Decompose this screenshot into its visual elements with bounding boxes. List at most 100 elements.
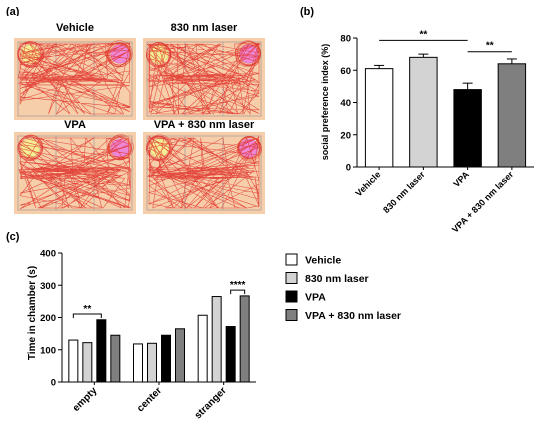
- arena-image-830nm: 830 nm laser: [143, 22, 265, 120]
- c-bar: [82, 342, 93, 383]
- stranger-cup-track: [106, 42, 132, 68]
- c-bar: [96, 319, 107, 383]
- c-bar: [110, 334, 121, 383]
- b-ylabel: social preference index (%): [320, 44, 330, 161]
- arena-title-vpa-laser: VPA + 830 nm laser: [154, 119, 255, 131]
- c-legend-label: 830 nm laser: [305, 273, 369, 285]
- empty-cup-track: [17, 42, 42, 67]
- movement-track: [17, 42, 132, 115]
- c-ylabel: Time in chamber (s): [27, 266, 38, 360]
- empty-cup-track: [146, 135, 171, 161]
- c-legend-label: VPA: [305, 292, 326, 304]
- empty-cup-track: [17, 136, 42, 161]
- empty-cup-track: [18, 41, 43, 67]
- panel-label-b: (b): [300, 6, 314, 18]
- empty-cup-track: [147, 43, 171, 67]
- empty-cup-track: [146, 42, 171, 67]
- b-bar: [409, 56, 438, 168]
- c-x-tick-label: center: [135, 385, 164, 414]
- c-bars: [68, 295, 250, 383]
- empty-cup-track: [18, 135, 44, 160]
- b-significance-label: **: [419, 29, 427, 40]
- c-significance-label: ****: [230, 280, 246, 291]
- b-x-tick-label: 830 nm laser: [381, 169, 427, 215]
- panel-b-chart: social preference index (%) 0 20 40 60 80 Ve…: [320, 29, 534, 235]
- panel-a-arena-images: Vehicle 830 nm laser VPA VPA + 830 nm la…: [4, 16, 286, 216]
- c-bar: [197, 314, 208, 383]
- empty-cup-icon: [149, 138, 169, 158]
- c-bar: [133, 343, 143, 383]
- arena-image-vpa-laser: VPA + 830 nm laser: [143, 119, 265, 214]
- panel-label-a: (a): [6, 6, 20, 18]
- panel-label-c: (c): [6, 231, 20, 243]
- arena-wall: [146, 41, 262, 117]
- stranger-cup-track: [108, 136, 131, 159]
- b-y-tick-label: 80: [340, 34, 351, 45]
- c-x-tick-label: empty: [71, 385, 100, 414]
- c-y-tick-label: 0: [51, 378, 56, 389]
- c-y-tick-label: 200: [40, 313, 56, 324]
- b-bar: [497, 63, 527, 168]
- stranger-cup-track: [238, 137, 261, 159]
- empty-cup-track: [147, 136, 173, 161]
- arena-title-vehicle: Vehicle: [56, 22, 94, 34]
- b-y-tick-label: 20: [340, 130, 351, 141]
- c-legend-swatch: [285, 272, 298, 284]
- stranger-cup-track: [107, 42, 132, 67]
- c-legend-swatch: [285, 290, 298, 303]
- arena-title-830nm: 830 nm laser: [171, 22, 238, 34]
- c-y-tick-label: 400: [40, 249, 56, 260]
- c-legend-label: VPA + 830 nm laser: [305, 310, 401, 322]
- arena-wall: [17, 41, 133, 117]
- arena-image-vpa: VPA: [14, 119, 136, 214]
- arena-wall: [17, 135, 133, 211]
- c-y-tick-label: 100: [40, 345, 56, 356]
- c-significance-bracket: [230, 289, 246, 295]
- empty-cup-track: [18, 136, 43, 161]
- c-bar: [239, 295, 250, 383]
- c-bar: [211, 296, 222, 383]
- c-significance: ******: [72, 280, 246, 318]
- stranger-cup-track: [237, 44, 260, 66]
- c-legend-swatch: [285, 253, 298, 266]
- b-y-tick-label: 0: [346, 163, 351, 174]
- c-bar: [147, 342, 157, 383]
- b-y-ticks: 0 20 40 60 80: [340, 34, 357, 174]
- c-bar: [225, 326, 236, 383]
- c-significance-label: **: [83, 304, 91, 315]
- b-significance-label: **: [486, 41, 494, 52]
- c-legend: Vehicle 830 nm laser VPA VPA + 830 nm laser: [285, 253, 401, 322]
- panel-c-chart: Time in chamber (s) 0 100 200 300 400 empty c…: [27, 249, 401, 422]
- b-y-tick-label: 60: [340, 66, 351, 77]
- movement-track: [146, 42, 261, 115]
- c-y-tick-label: 300: [40, 281, 56, 292]
- stranger-cup-icon: [110, 44, 130, 64]
- b-significance: ** **: [379, 29, 512, 53]
- arena-image-vehicle: Vehicle: [14, 22, 136, 120]
- b-bar: [364, 68, 394, 168]
- b-bars: [364, 53, 527, 168]
- empty-cup-track: [147, 136, 171, 160]
- c-x-tick-label: stranger: [193, 385, 229, 421]
- c-significance-bracket: [72, 313, 102, 318]
- c-y-ticks: 0 100 200 300 400: [40, 249, 62, 389]
- c-bar: [161, 334, 171, 383]
- b-x-tick-label: Vehicle: [354, 169, 383, 198]
- b-y-tick-label: 40: [340, 98, 351, 109]
- c-legend-swatch: [285, 309, 298, 321]
- movement-track: [18, 137, 132, 210]
- movement-track: [146, 135, 260, 209]
- c-legend-label: Vehicle: [305, 255, 341, 267]
- c-bar: [68, 339, 79, 383]
- b-x-tick-label: VPA: [451, 169, 471, 189]
- arena-title-vpa: VPA: [64, 119, 86, 131]
- stranger-cup-track: [235, 40, 261, 67]
- stranger-cup-track: [109, 44, 131, 66]
- b-bar: [453, 89, 482, 168]
- stranger-cup-track: [237, 136, 262, 161]
- stranger-cup-track: [107, 136, 132, 160]
- c-x-tick-labels: empty center stranger: [71, 382, 229, 421]
- c-bar: [175, 328, 185, 383]
